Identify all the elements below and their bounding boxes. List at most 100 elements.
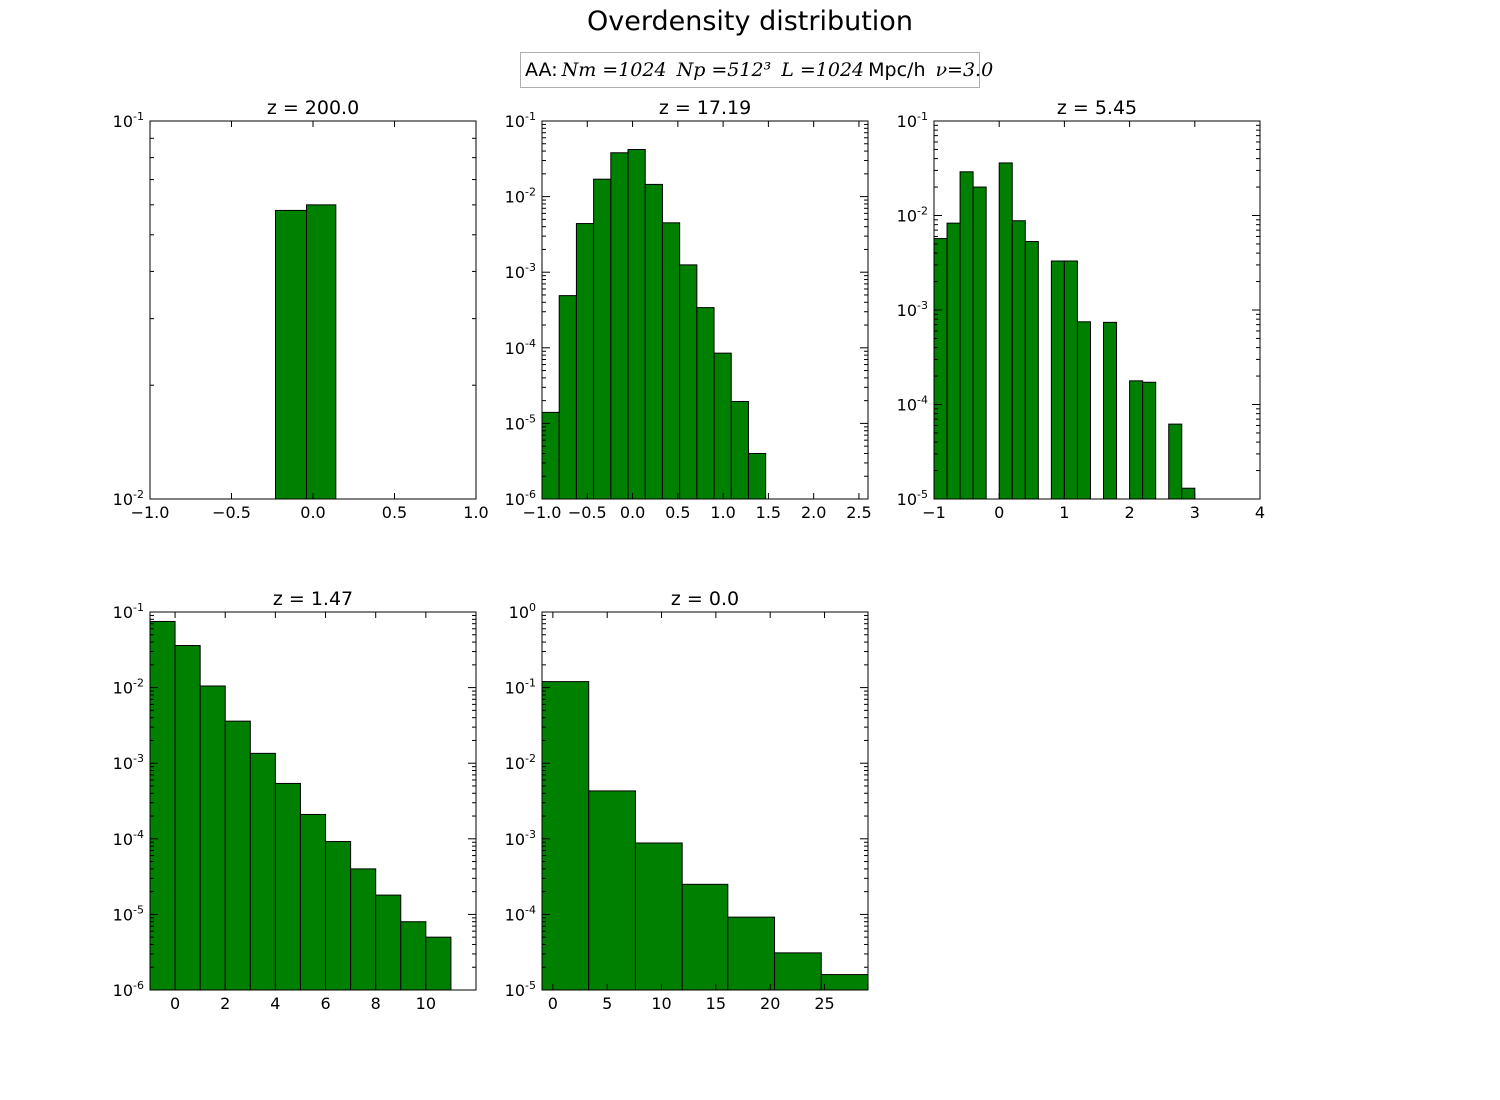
histogram-bar	[681, 883, 729, 990]
x-tick-label: 6	[320, 994, 330, 1013]
y-tick-label: 10-5	[505, 979, 536, 1000]
axes-frame	[149, 611, 477, 991]
subplot-title: z = 0.0	[671, 588, 739, 610]
histogram-bar	[274, 782, 301, 990]
histogram-bar	[542, 681, 590, 990]
x-tick-label: 4	[1255, 503, 1265, 522]
x-tick-label: 2	[220, 994, 230, 1013]
histogram-bar	[661, 222, 681, 499]
histogram-bar	[1129, 380, 1144, 499]
y-tick-label: 10-4	[113, 828, 144, 849]
x-tick-label: 15	[706, 994, 726, 1013]
x-tick-label: −1.0	[523, 503, 562, 522]
subplot-5: z = 0.0 0 5 10 15 20 25 10-5 10-4 10-3 10-2 10-1 100	[505, 588, 869, 1013]
histogram-bar	[774, 952, 822, 990]
histogram-bar	[644, 183, 663, 499]
x-tick-label: 0.0	[300, 503, 325, 522]
y-tick-label: 10-3	[505, 828, 536, 849]
x-tick-label: 10	[416, 994, 436, 1013]
histogram-bar	[249, 752, 276, 990]
x-tick-label: 0.5	[665, 503, 690, 522]
histogram-bar	[627, 148, 646, 499]
y-tick-label: 10-4	[897, 394, 928, 415]
axes-frame	[541, 120, 869, 500]
x-tick-label: 2.0	[801, 503, 826, 522]
histogram-bar	[934, 238, 948, 499]
y-tick-label: 10-3	[897, 299, 928, 320]
histogram-bar	[425, 936, 452, 990]
x-tick-label: 0	[994, 503, 1004, 522]
axes-frame	[541, 611, 869, 991]
y-tick-label: 10-6	[505, 488, 536, 509]
legend-prefix: AA:	[525, 59, 558, 81]
x-tick-label: −0.5	[568, 503, 607, 522]
legend-nm: Nm =1024	[561, 59, 667, 81]
histogram-bar	[1063, 260, 1078, 499]
histogram-bar	[588, 790, 636, 990]
histogram-bar	[946, 222, 961, 499]
histogram-bar	[1168, 423, 1183, 499]
histogram-bar	[199, 685, 226, 990]
histogram-bar	[400, 921, 427, 990]
x-tick-label: 2	[1125, 503, 1135, 522]
y-tick-label: 10-1	[113, 110, 144, 131]
legend-box: AA: Nm =1024 Np =512³ L =1024 Mpc/h ν=3.…	[520, 52, 993, 88]
y-tick-label: 10-4	[505, 903, 536, 924]
x-tick-label: 5	[602, 994, 612, 1013]
histogram-bar	[1024, 241, 1039, 499]
histogram-bar	[558, 295, 577, 499]
subplot-1: z = 200.0 −1.0 −0.5 0.0 0.5 1.0 10-2 10-1	[113, 97, 489, 522]
subplot-title: z = 1.47	[273, 588, 353, 610]
legend-np: Np =512³	[676, 59, 772, 81]
histogram-bar	[593, 178, 612, 499]
histogram-bar	[696, 307, 715, 499]
y-tick-label: 10-5	[113, 903, 144, 924]
histogram-bar	[610, 152, 629, 499]
x-tick-label: 1	[1059, 503, 1069, 522]
y-tick-label: 10-2	[113, 677, 144, 698]
y-tick-label: 10-1	[505, 677, 536, 698]
histogram-bar	[542, 411, 560, 499]
subplot-2: z = 17.19 −1.0 −0.5 0.0 0.5 1.0 1.5 2.0 2.5 10-6 1…	[505, 97, 872, 522]
y-tick-label: 100	[509, 601, 536, 622]
x-tick-label: 20	[760, 994, 780, 1013]
y-tick-label: 10-6	[113, 979, 144, 1000]
histogram-bar	[727, 916, 776, 990]
x-tick-label: 3	[1190, 503, 1200, 522]
histogram-bar	[972, 186, 987, 499]
x-tick-label: −1.0	[131, 503, 170, 522]
subplot-title: z = 17.19	[659, 97, 751, 119]
y-tick-label: 10-2	[505, 186, 536, 207]
x-tick-label: 1.0	[710, 503, 735, 522]
y-tick-label: 10-5	[505, 412, 536, 433]
x-tick-label: 2.5	[846, 503, 871, 522]
x-tick-label: 0.0	[620, 503, 645, 522]
legend-l: L =1024	[781, 59, 865, 81]
x-tick-label: 1.0	[463, 503, 488, 522]
histogram-bar	[1076, 321, 1091, 499]
y-tick-label: 10-1	[113, 601, 144, 622]
y-tick-label: 10-3	[505, 261, 536, 282]
bar-group	[542, 148, 767, 499]
histogram-bar	[350, 868, 377, 990]
y-tick-label: 10-2	[505, 752, 536, 773]
histogram-bar	[1142, 381, 1157, 499]
x-tick-label: 1.5	[756, 503, 781, 522]
bar-group	[934, 162, 1196, 499]
histogram-bar	[820, 974, 868, 990]
histogram-bar	[634, 842, 683, 990]
histogram-bar	[575, 223, 595, 499]
x-tick-label: 0	[548, 994, 558, 1013]
y-tick-label: 10-2	[113, 488, 144, 509]
legend-l-unit: Mpc/h	[868, 59, 926, 81]
bar-group	[150, 620, 452, 990]
x-tick-label: 8	[371, 994, 381, 1013]
x-tick-label: 10	[651, 994, 671, 1013]
y-tick-label: 10-1	[897, 110, 928, 131]
subplot-title: z = 200.0	[267, 97, 359, 119]
legend-nu: ν=3.0	[935, 59, 994, 81]
histogram-bar	[713, 352, 732, 499]
histogram-bar	[1011, 220, 1026, 499]
histogram-bar	[150, 620, 176, 990]
